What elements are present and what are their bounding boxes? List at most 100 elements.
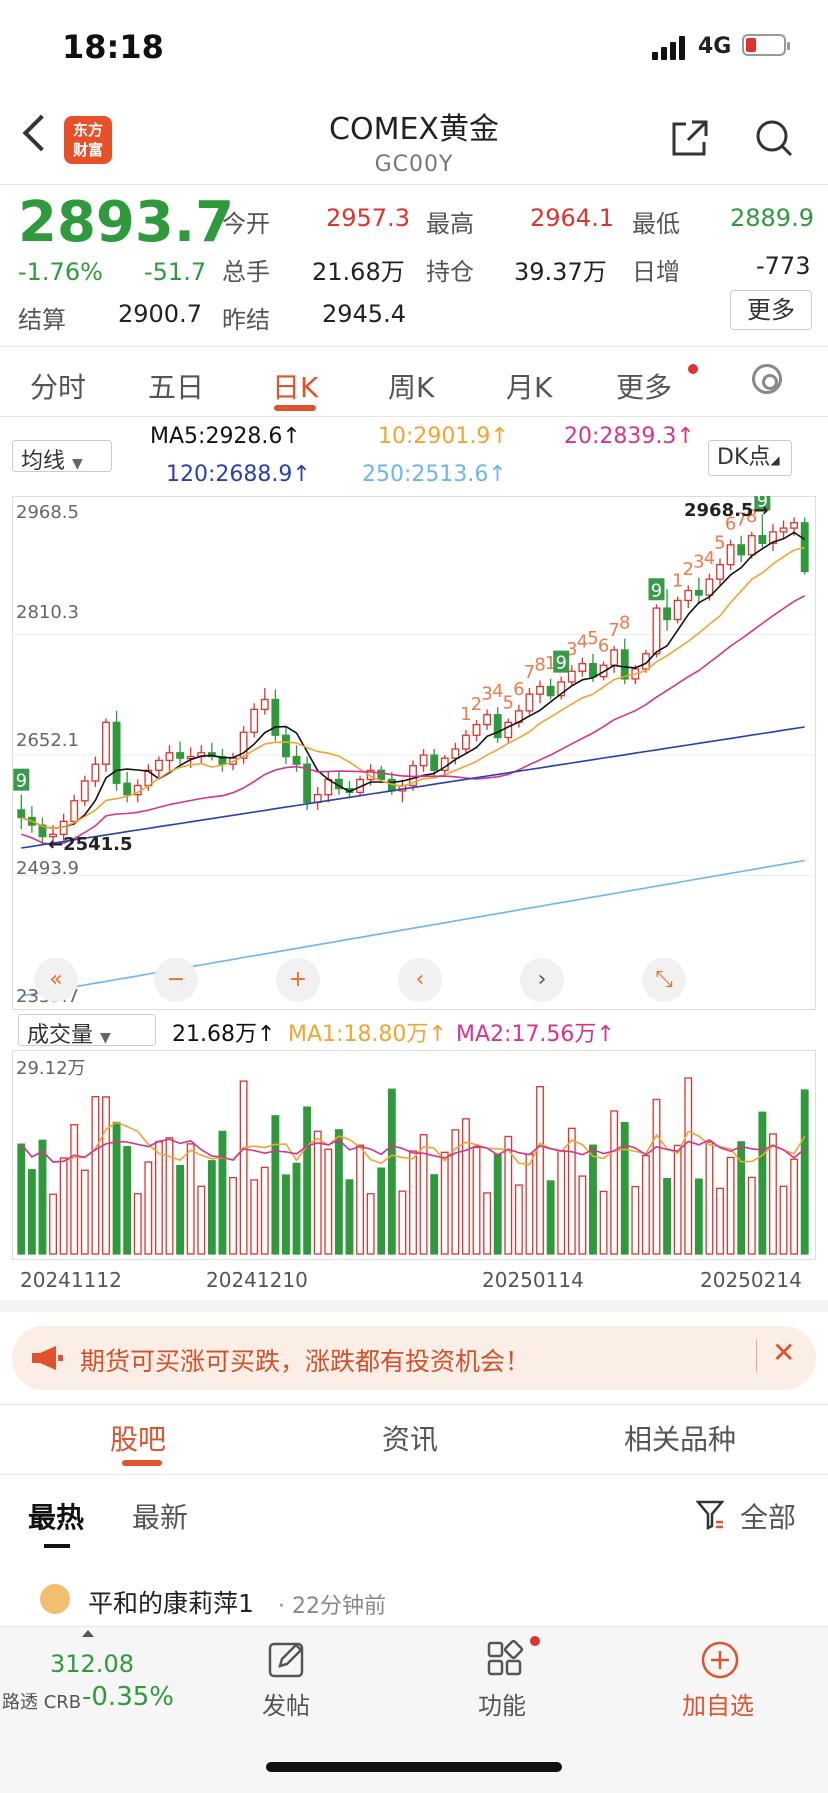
candle: [165, 745, 174, 772]
index-change[interactable]: -0.35%: [82, 1682, 174, 1712]
volume-bar: [620, 1122, 629, 1255]
post-author[interactable]: 平和的康莉萍1: [88, 1589, 254, 1618]
filter-icon[interactable]: [696, 1500, 724, 1530]
avatar[interactable]: [40, 1584, 70, 1614]
fast-rewind-button[interactable]: «: [34, 958, 78, 1002]
tab-forum[interactable]: 股吧: [110, 1423, 167, 1456]
volume-bar: [292, 1162, 301, 1255]
tab-weekly-k[interactable]: 周K: [388, 371, 435, 404]
sub-tab-latest[interactable]: 最新: [132, 1501, 189, 1534]
daily-inc-label: 日增: [632, 258, 680, 286]
volume-max-label: 29.12万: [16, 1058, 86, 1079]
volume-bar: [260, 1166, 269, 1255]
kline-panel[interactable]: [12, 496, 816, 1010]
sequence-mark: 7: [524, 662, 535, 683]
instrument-code: GC00Y: [374, 152, 454, 177]
scroll-left-button[interactable]: ‹: [398, 958, 442, 1002]
ma120-line: [21, 726, 805, 849]
fullscreen-button[interactable]: ⤡: [642, 958, 686, 1002]
index-name[interactable]: 路透 CRB: [2, 1692, 82, 1713]
ma250-line: [21, 859, 805, 997]
tab-five-day[interactable]: 五日: [148, 371, 205, 404]
candle: [536, 680, 544, 704]
add-watchlist-icon[interactable]: [700, 1640, 740, 1680]
tab-news[interactable]: 资讯: [382, 1423, 439, 1456]
volume-bar: [80, 1169, 89, 1255]
indicator-select[interactable]: 均线 ▼: [12, 440, 112, 474]
zoom-out-button[interactable]: −: [154, 958, 198, 1002]
edit-icon[interactable]: [268, 1640, 306, 1678]
sub-tab-hottest[interactable]: 最热: [28, 1501, 85, 1534]
candle: [176, 741, 185, 765]
sequence-mark: 9: [757, 496, 768, 511]
ma20-line: [21, 595, 806, 846]
candle: [260, 688, 269, 715]
volume-bar: [398, 1190, 407, 1255]
close-icon[interactable]: ✕: [772, 1336, 796, 1369]
volume-bar: [525, 1153, 534, 1255]
settle-label: 结算: [18, 306, 66, 334]
tab-intraday[interactable]: 分时: [30, 371, 87, 404]
candle: [419, 748, 428, 772]
volume-bar: [684, 1077, 693, 1255]
candle: [303, 756, 312, 810]
filter-label[interactable]: 全部: [740, 1501, 797, 1534]
promo-banner[interactable]: [12, 1326, 816, 1390]
candle: [472, 720, 481, 742]
volume-bar: [493, 1153, 502, 1255]
tab-daily-k[interactable]: 日K: [272, 371, 319, 404]
last-price: 2893.7: [18, 190, 235, 255]
tab-more[interactable]: 更多: [616, 371, 673, 404]
candle: [38, 817, 47, 845]
ma250-label: 250:2513.6↑: [362, 462, 507, 487]
function-grid-icon[interactable]: [486, 1640, 524, 1678]
candle: [112, 710, 121, 791]
add-watchlist-label[interactable]: 加自选: [682, 1692, 754, 1720]
volume-bar: [610, 1110, 619, 1255]
volume-bar: [652, 1098, 661, 1255]
sequence-mark: 9: [16, 771, 27, 792]
share-icon[interactable]: [670, 118, 710, 158]
candle: [557, 676, 566, 700]
candle: [430, 748, 439, 776]
volume-bar: [440, 1151, 449, 1255]
scroll-right-button[interactable]: ›: [520, 958, 564, 1002]
kline-chart[interactable]: 1234567812345678123456789999: [12, 496, 816, 1010]
sequence-mark: 8: [619, 613, 630, 634]
sequence-mark: 1: [545, 653, 556, 674]
post-button-label[interactable]: 发帖: [262, 1692, 310, 1720]
function-button-label[interactable]: 功能: [478, 1692, 526, 1720]
volume-bar: [800, 1089, 809, 1255]
tab-monthly-k[interactable]: 月K: [506, 371, 553, 404]
volume-indicator-select[interactable]: 成交量 ▼: [18, 1014, 156, 1048]
max-price-label: 2968.5→: [684, 500, 769, 521]
volume-bar: [663, 1177, 672, 1255]
candle: [239, 726, 248, 765]
volume-chart: [17, 1077, 809, 1255]
volume-bar: [27, 1169, 36, 1255]
index-value[interactable]: 312.08: [50, 1650, 134, 1678]
settings-icon[interactable]: [752, 364, 782, 394]
volume-bar: [102, 1096, 110, 1255]
low-value: 2889.9: [730, 204, 814, 232]
tab-active-indicator: [274, 405, 316, 411]
search-icon[interactable]: [754, 118, 794, 158]
volume-bar: [377, 1167, 386, 1255]
candle: [451, 742, 460, 765]
x-tick: 20241210: [206, 1268, 308, 1292]
dk-point-button[interactable]: DK点◢: [708, 440, 792, 476]
megaphone-icon: [32, 1346, 63, 1370]
sequence-mark: 7: [735, 510, 746, 531]
volume-bar: [462, 1118, 470, 1255]
candle: [737, 535, 746, 563]
candle: [493, 707, 502, 743]
change-value: -51.7: [144, 258, 207, 286]
tab-related[interactable]: 相关品种: [624, 1423, 737, 1456]
candle: [17, 794, 26, 829]
zoom-in-button[interactable]: +: [276, 958, 320, 1002]
candle: [123, 771, 132, 803]
quote-more-button[interactable]: 更多: [730, 290, 812, 330]
signal-icon: [652, 36, 686, 60]
volume-bar: [694, 1178, 703, 1255]
candle: [567, 665, 576, 687]
